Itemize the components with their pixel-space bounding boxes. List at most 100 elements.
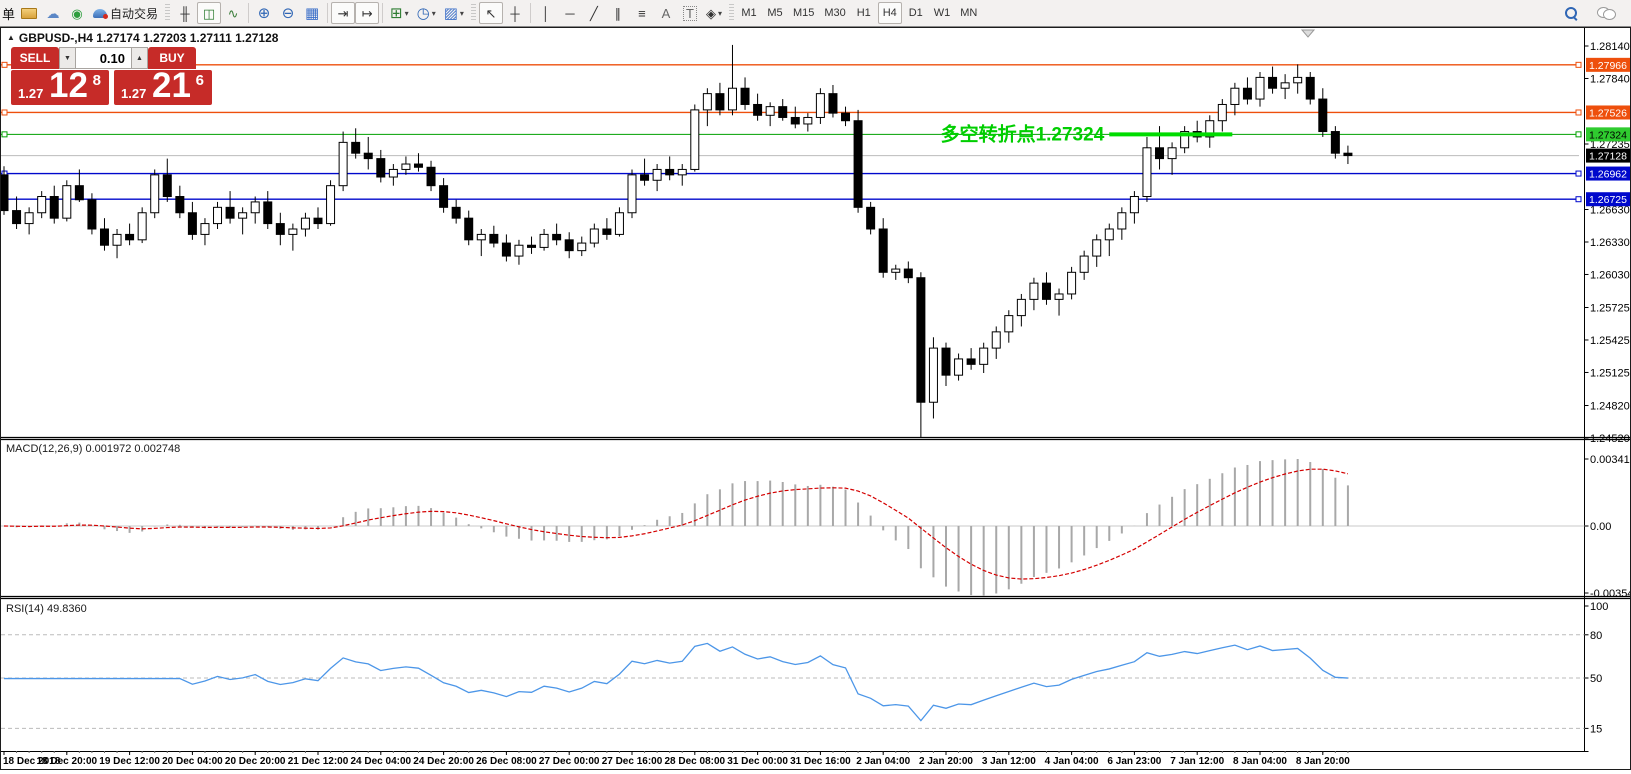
timeframe-MN[interactable]: MN bbox=[960, 7, 978, 19]
timeframe-M5[interactable]: M5 bbox=[767, 7, 783, 19]
cursor-icon: ↖ bbox=[485, 5, 497, 21]
timeframe-H4[interactable]: H4 bbox=[877, 2, 902, 24]
fibonacci-button[interactable]: ≡ bbox=[630, 2, 654, 24]
svg-text:1.28140: 1.28140 bbox=[1590, 41, 1630, 53]
svg-text:1.24520: 1.24520 bbox=[1590, 433, 1630, 445]
toolbar-separator bbox=[248, 3, 250, 23]
svg-text:4 Jan 04:00: 4 Jan 04:00 bbox=[1045, 756, 1099, 767]
timeframe-M1[interactable]: M1 bbox=[741, 7, 757, 19]
trendline-icon: ╱ bbox=[590, 5, 598, 21]
chevron-down-icon: ▾ bbox=[404, 8, 409, 18]
sell-price-big: 12 bbox=[49, 66, 88, 105]
trendline-button[interactable]: ╱ bbox=[582, 2, 606, 24]
arrows-button[interactable]: ◈ ▾ bbox=[702, 2, 726, 24]
periods-button[interactable]: ◷ ▾ bbox=[413, 2, 440, 24]
sell-price-sup: 8 bbox=[92, 72, 101, 89]
svg-text:7 Jan 12:00: 7 Jan 12:00 bbox=[1170, 756, 1224, 767]
svg-text:18 Dec 20:00: 18 Dec 20:00 bbox=[36, 756, 97, 767]
buy-button[interactable]: BUY bbox=[148, 47, 196, 69]
zoom-out-button[interactable]: ⊖ bbox=[276, 2, 300, 24]
cursor-button[interactable]: ↖ bbox=[478, 2, 503, 24]
svg-text:20 Dec 20:00: 20 Dec 20:00 bbox=[225, 756, 286, 767]
timeframe-W1[interactable]: W1 bbox=[933, 7, 951, 19]
zoom-in-button[interactable]: ⊕ bbox=[252, 2, 276, 24]
svg-text:2 Jan 20:00: 2 Jan 20:00 bbox=[919, 756, 973, 767]
bar-chart-button[interactable]: ╫ bbox=[173, 2, 197, 24]
deposit-button[interactable] bbox=[17, 2, 41, 24]
spin-up-icon: ▲ bbox=[136, 54, 143, 62]
volume-increase-button[interactable]: ▲ bbox=[131, 47, 148, 69]
signals-button[interactable]: ◉ bbox=[65, 2, 89, 24]
text-label-icon: T bbox=[682, 5, 697, 21]
svg-text:21 Dec 12:00: 21 Dec 12:00 bbox=[288, 756, 349, 767]
community-chat-button[interactable] bbox=[1593, 2, 1619, 24]
vertical-line-icon: │ bbox=[541, 5, 550, 21]
sell-price-box[interactable]: 1.27 12 8 bbox=[11, 66, 109, 105]
chevron-down-icon: ▾ bbox=[717, 8, 722, 18]
new-chart-button[interactable]: ⊞ ▾ bbox=[386, 2, 413, 24]
buy-price-box[interactable]: 1.27 21 6 bbox=[114, 66, 212, 105]
candlestick-chart-button[interactable]: ◫ bbox=[197, 2, 222, 24]
timeframe-M30[interactable]: M30 bbox=[824, 7, 846, 19]
horizontal-line-button[interactable]: ─ bbox=[558, 2, 582, 24]
buy-price-big: 21 bbox=[152, 66, 191, 105]
svg-text:1.27324: 1.27324 bbox=[1589, 129, 1627, 141]
svg-text:31 Dec 16:00: 31 Dec 16:00 bbox=[790, 756, 851, 767]
tile-windows-button[interactable]: ▦ bbox=[300, 2, 324, 24]
chevron-down-icon: ▾ bbox=[431, 8, 436, 18]
chevron-down-icon: ▾ bbox=[459, 8, 464, 18]
svg-text:28 Dec 08:00: 28 Dec 08:00 bbox=[664, 756, 725, 767]
sell-button[interactable]: SELL bbox=[11, 47, 59, 69]
chart-title-text: GBPUSD-,H4 1.27174 1.27203 1.27111 1.271… bbox=[18, 31, 279, 45]
channel-button[interactable]: ∥ bbox=[606, 2, 630, 24]
bar-chart-icon: ╫ bbox=[180, 5, 190, 21]
svg-text:18 Dec 2018: 18 Dec 2018 bbox=[3, 756, 61, 767]
horizontal-line-icon: ─ bbox=[565, 5, 575, 21]
svg-text:1.27526: 1.27526 bbox=[1589, 107, 1627, 119]
svg-text:8 Jan 20:00: 8 Jan 20:00 bbox=[1296, 756, 1350, 767]
svg-text:1.26630: 1.26630 bbox=[1590, 205, 1630, 217]
macd-indicator-label: MACD(12,26,9) 0.001972 0.002748 bbox=[6, 443, 181, 455]
timeframe-H1[interactable]: H1 bbox=[856, 7, 871, 19]
svg-text:1.25125: 1.25125 bbox=[1590, 367, 1630, 379]
timeframe-D1[interactable]: D1 bbox=[908, 7, 923, 19]
toolbar-separator bbox=[382, 3, 384, 23]
toolbar-drag-handle[interactable] bbox=[165, 4, 171, 22]
svg-text:0.00: 0.00 bbox=[1590, 521, 1611, 533]
search-button[interactable] bbox=[1559, 2, 1583, 24]
autotrading-button[interactable]: 自动交易 bbox=[89, 2, 162, 24]
svg-text:1.26962: 1.26962 bbox=[1589, 169, 1627, 181]
publish-chart-button[interactable]: ☁ bbox=[41, 2, 65, 24]
volume-decrease-button[interactable]: ▼ bbox=[59, 47, 76, 69]
zoom-out-icon: ⊖ bbox=[281, 4, 295, 22]
toolbar-drag-handle[interactable] bbox=[470, 4, 476, 22]
buy-price-prefix: 1.27 bbox=[121, 86, 147, 101]
chart-canvas[interactable]: 1.28140 1.27840 1.27235 1.26630 1.26330 1.260… bbox=[0, 28, 1631, 769]
buy-price-sup: 6 bbox=[195, 72, 204, 89]
vertical-line-button[interactable]: │ bbox=[534, 2, 558, 24]
line-chart-button[interactable]: ∿ bbox=[221, 2, 245, 24]
crosshair-button[interactable]: ┼ bbox=[503, 2, 527, 24]
auto-scroll-icon: ⇥ bbox=[337, 5, 349, 21]
collapse-icon[interactable]: ▲ bbox=[7, 33, 15, 42]
chart-title: ▲ GBPUSD-,H4 1.27174 1.27203 1.27111 1.27… bbox=[7, 31, 278, 45]
new-order-label[interactable]: 单 bbox=[2, 6, 16, 22]
templates-button[interactable]: ▨ ▾ bbox=[440, 2, 468, 24]
chart-shift-icon: ↦ bbox=[361, 5, 373, 21]
svg-text:26 Dec 08:00: 26 Dec 08:00 bbox=[476, 756, 537, 767]
toolbar-drag-handle[interactable] bbox=[728, 4, 734, 22]
rsi-indicator-label: RSI(14) 49.8360 bbox=[6, 603, 87, 615]
svg-text:-0.003545: -0.003545 bbox=[1590, 588, 1630, 600]
toolbar-separator bbox=[529, 3, 531, 23]
top-toolbar: 单 ☁ ◉ 自动交易 ╫ ◫ ∿ ⊕ ⊖ ▦ ⇥ ↦ ⊞ ▾ ◷ ▾ ▨ ▾ ↖ ┼ … bbox=[0, 0, 1631, 27]
volume-input[interactable] bbox=[76, 47, 131, 69]
timeframe-M15[interactable]: M15 bbox=[792, 7, 815, 19]
chart-shift-button[interactable]: ↦ bbox=[355, 2, 380, 24]
clock-icon: ◷ bbox=[416, 4, 430, 22]
text-label-button[interactable]: T bbox=[678, 2, 702, 24]
svg-text:1.27966: 1.27966 bbox=[1589, 60, 1627, 72]
svg-text:多空转折点1.27324: 多空转折点1.27324 bbox=[941, 122, 1105, 145]
text-button[interactable]: A bbox=[654, 2, 678, 24]
toolbar-separator bbox=[327, 3, 329, 23]
auto-scroll-button[interactable]: ⇥ bbox=[331, 2, 356, 24]
